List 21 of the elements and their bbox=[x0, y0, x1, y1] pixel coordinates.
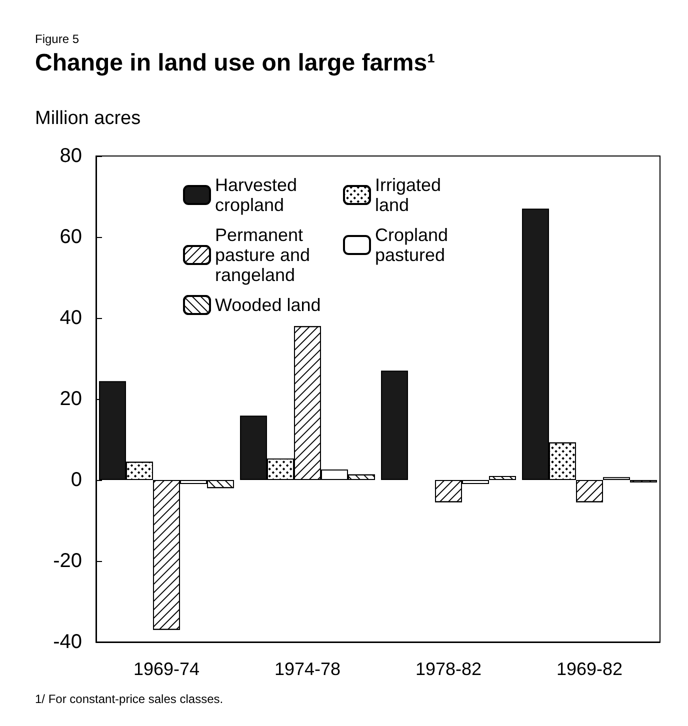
y-tick-label: 20 bbox=[60, 388, 82, 410]
y-tick-label: 60 bbox=[60, 226, 82, 248]
x-tick-label: 1969-74 bbox=[133, 659, 200, 679]
chart-title: Change in land use on large farms¹ bbox=[35, 50, 436, 76]
y-tick-label: -40 bbox=[53, 631, 82, 653]
x-tick-label: 1974-78 bbox=[274, 659, 341, 679]
chart-subtitle: Figure 5 bbox=[35, 32, 80, 46]
x-tick-label: 1978-82 bbox=[415, 659, 482, 679]
y-tick-label: 0 bbox=[70, 469, 82, 491]
legend-label: Harvested cropland bbox=[215, 175, 302, 215]
legend-label: Permanent pasture and rangeland bbox=[215, 225, 316, 285]
legend-label: Wooded land bbox=[215, 295, 321, 315]
y-tick-label: -20 bbox=[53, 550, 82, 572]
x-tick-label: 1969-82 bbox=[556, 659, 623, 679]
y-tick-label: 40 bbox=[60, 307, 82, 329]
text: 1/ For constant-price sales classes. bbox=[35, 692, 224, 706]
bar bbox=[381, 370, 408, 480]
legend-label: Irrigated land bbox=[375, 175, 446, 215]
legend-label: Cropland pastured bbox=[375, 225, 454, 265]
y-tick-label: 80 bbox=[60, 145, 82, 167]
y-axis-title: Million acres bbox=[35, 108, 141, 129]
